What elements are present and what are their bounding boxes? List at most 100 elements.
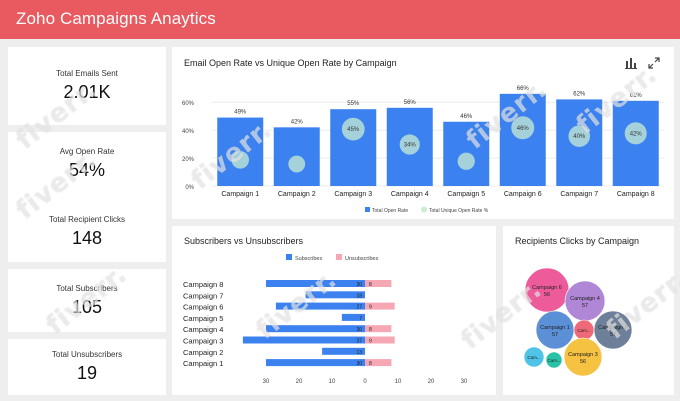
bar-value-label: 27 bbox=[356, 305, 362, 311]
x-tick-label: 30 bbox=[263, 379, 270, 385]
y-tick-label: 60% bbox=[182, 101, 195, 107]
subscribes-bar bbox=[341, 313, 365, 321]
bubble bbox=[523, 346, 545, 368]
unsubscribes-bar bbox=[365, 336, 395, 344]
bubble-label: Campaign 3 bbox=[568, 352, 598, 358]
x-tick-label: Campaign 4 bbox=[391, 191, 429, 198]
kpi-label: Total Emails Sent bbox=[56, 69, 118, 78]
legend-label: Subscribes bbox=[295, 256, 322, 262]
kpi-value: 19 bbox=[76, 363, 98, 383]
bar-value-label: 30 bbox=[356, 361, 362, 367]
bubble-label: Campaign 1 bbox=[540, 325, 570, 331]
bubble-value: 57 bbox=[582, 303, 588, 309]
bubble-label: Cam... bbox=[577, 328, 590, 333]
unique-open-rate-point bbox=[231, 151, 250, 169]
clicks-bubble-panel: Recipients Clicks by Campaign Campaign 6… bbox=[503, 226, 674, 395]
unique-open-rate-point bbox=[511, 116, 535, 140]
chart-title: Subscribers vs Unsubscribers bbox=[184, 236, 304, 246]
x-tick-label: 20 bbox=[428, 379, 435, 385]
bubble-label: Cam... bbox=[547, 358, 560, 363]
kpi-value: 54% bbox=[68, 160, 106, 180]
x-tick-label: Campaign 6 bbox=[504, 191, 542, 198]
unsubscribes-bar bbox=[365, 359, 392, 367]
bar-chart-icon[interactable] bbox=[625, 56, 637, 69]
bar-value-label: 62% bbox=[573, 91, 586, 97]
y-tick-label: 40% bbox=[182, 129, 195, 135]
open-rate-chart: 60% 40% 20% 0% 49% Campaign 1 42% Campaign 2 55%… bbox=[182, 86, 664, 214]
subscribes-bar bbox=[266, 280, 365, 287]
point-value-label: 40% bbox=[573, 134, 586, 140]
unique-open-rate-point bbox=[288, 155, 306, 173]
expand-icon[interactable] bbox=[648, 56, 660, 69]
unique-open-rate-point bbox=[341, 117, 365, 141]
unique-open-rate-point bbox=[399, 134, 420, 155]
kpi-label: Total Subscribers bbox=[56, 284, 118, 293]
kpi-card-emails-sent: Total Emails Sent 2.01K bbox=[8, 47, 166, 125]
bar-value-label: 55% bbox=[347, 101, 360, 107]
y-tick-label: Campaign 1 bbox=[183, 359, 223, 368]
y-tick-label: 0% bbox=[185, 185, 194, 191]
kpi-label: Avg Open Rate bbox=[59, 147, 115, 156]
kpi-label: Total Recipient Clicks bbox=[48, 215, 126, 224]
bar-value-label: 30 bbox=[356, 282, 362, 288]
bar-value-label: 37 bbox=[356, 339, 362, 345]
bar-value-label: 61% bbox=[630, 93, 643, 99]
bubble bbox=[545, 351, 563, 369]
bar-value-label: 30 bbox=[356, 327, 362, 333]
kpi-card-unsubscribers: Total Unsubscribers 19 bbox=[8, 339, 166, 395]
bubble-label: Campaign 8 bbox=[598, 325, 628, 331]
unsubscribes-bar bbox=[365, 325, 392, 333]
bar-value-label: 49% bbox=[234, 110, 247, 116]
x-tick-label: 0 bbox=[363, 379, 367, 385]
bar-value-label: 9 bbox=[369, 305, 372, 311]
subscribers-chart-panel: Subscribers vs Unsubscribers Subscribes U… bbox=[172, 226, 496, 395]
kpi-value: 148 bbox=[71, 228, 103, 248]
unique-open-rate-point bbox=[568, 125, 591, 147]
kpi-card-subscribers: Total Subscribers 105 bbox=[8, 269, 166, 332]
bar-value-label: 7 bbox=[359, 316, 362, 322]
bar-value-label: 8 bbox=[369, 327, 372, 333]
x-tick-label: 20 bbox=[296, 379, 303, 385]
x-tick-label: Campaign 1 bbox=[221, 191, 259, 198]
subscribes-bar bbox=[266, 359, 365, 367]
x-tick-label: 10 bbox=[395, 379, 402, 385]
y-tick-label: 20% bbox=[182, 157, 195, 163]
x-tick-label: Campaign 7 bbox=[560, 191, 598, 198]
bar-value-label: 9 bbox=[369, 339, 372, 345]
legend-label: Total Open Rate bbox=[372, 208, 408, 214]
bubble-value: 57 bbox=[610, 332, 616, 338]
legend-swatch bbox=[365, 207, 370, 212]
point-value-label: 46% bbox=[517, 126, 530, 132]
bubble bbox=[593, 310, 633, 350]
bubble-label: Campaign 4 bbox=[570, 296, 600, 302]
app-header: Zoho Campaigns Anaytics bbox=[0, 0, 680, 39]
y-tick-label: Campaign 5 bbox=[183, 314, 223, 323]
x-tick-label: Campaign 2 bbox=[278, 191, 316, 198]
subscribes-bar bbox=[322, 347, 365, 355]
subscribes-bar bbox=[266, 325, 365, 333]
bar-value-label: 13 bbox=[356, 350, 362, 356]
chart-title: Recipients Clicks by Campaign bbox=[515, 236, 640, 246]
bubble-value: 57 bbox=[552, 332, 558, 338]
x-tick-label: 10 bbox=[329, 379, 336, 385]
unsubscribes-bar bbox=[365, 280, 392, 287]
y-tick-label: Campaign 6 bbox=[183, 303, 223, 312]
bubble-label: Campaign 6 bbox=[532, 285, 562, 291]
bar-value-label: 8 bbox=[369, 282, 372, 288]
subscribes-bar bbox=[275, 302, 365, 310]
point-value-label: 45% bbox=[347, 127, 360, 133]
bar-value-label: 18 bbox=[356, 293, 362, 299]
open-rate-chart-panel: Email Open Rate vs Unique Open Rate by C… bbox=[172, 47, 674, 219]
bar-value-label: 56% bbox=[404, 100, 417, 106]
x-tick-label: 30 bbox=[461, 379, 468, 385]
unique-open-rate-point bbox=[457, 152, 475, 170]
subscribes-bar bbox=[242, 336, 365, 344]
x-tick-label: Campaign 5 bbox=[447, 191, 485, 198]
y-tick-label: Campaign 3 bbox=[183, 337, 223, 346]
bar-value-label: 66% bbox=[517, 86, 530, 92]
chart-title: Email Open Rate vs Unique Open Rate by C… bbox=[184, 58, 397, 68]
legend-swatch bbox=[286, 254, 292, 260]
kpi-card-recipient-clicks: Total Recipient Clicks 148 bbox=[8, 200, 166, 262]
kpi-label: Total Unsubscribers bbox=[51, 350, 123, 359]
